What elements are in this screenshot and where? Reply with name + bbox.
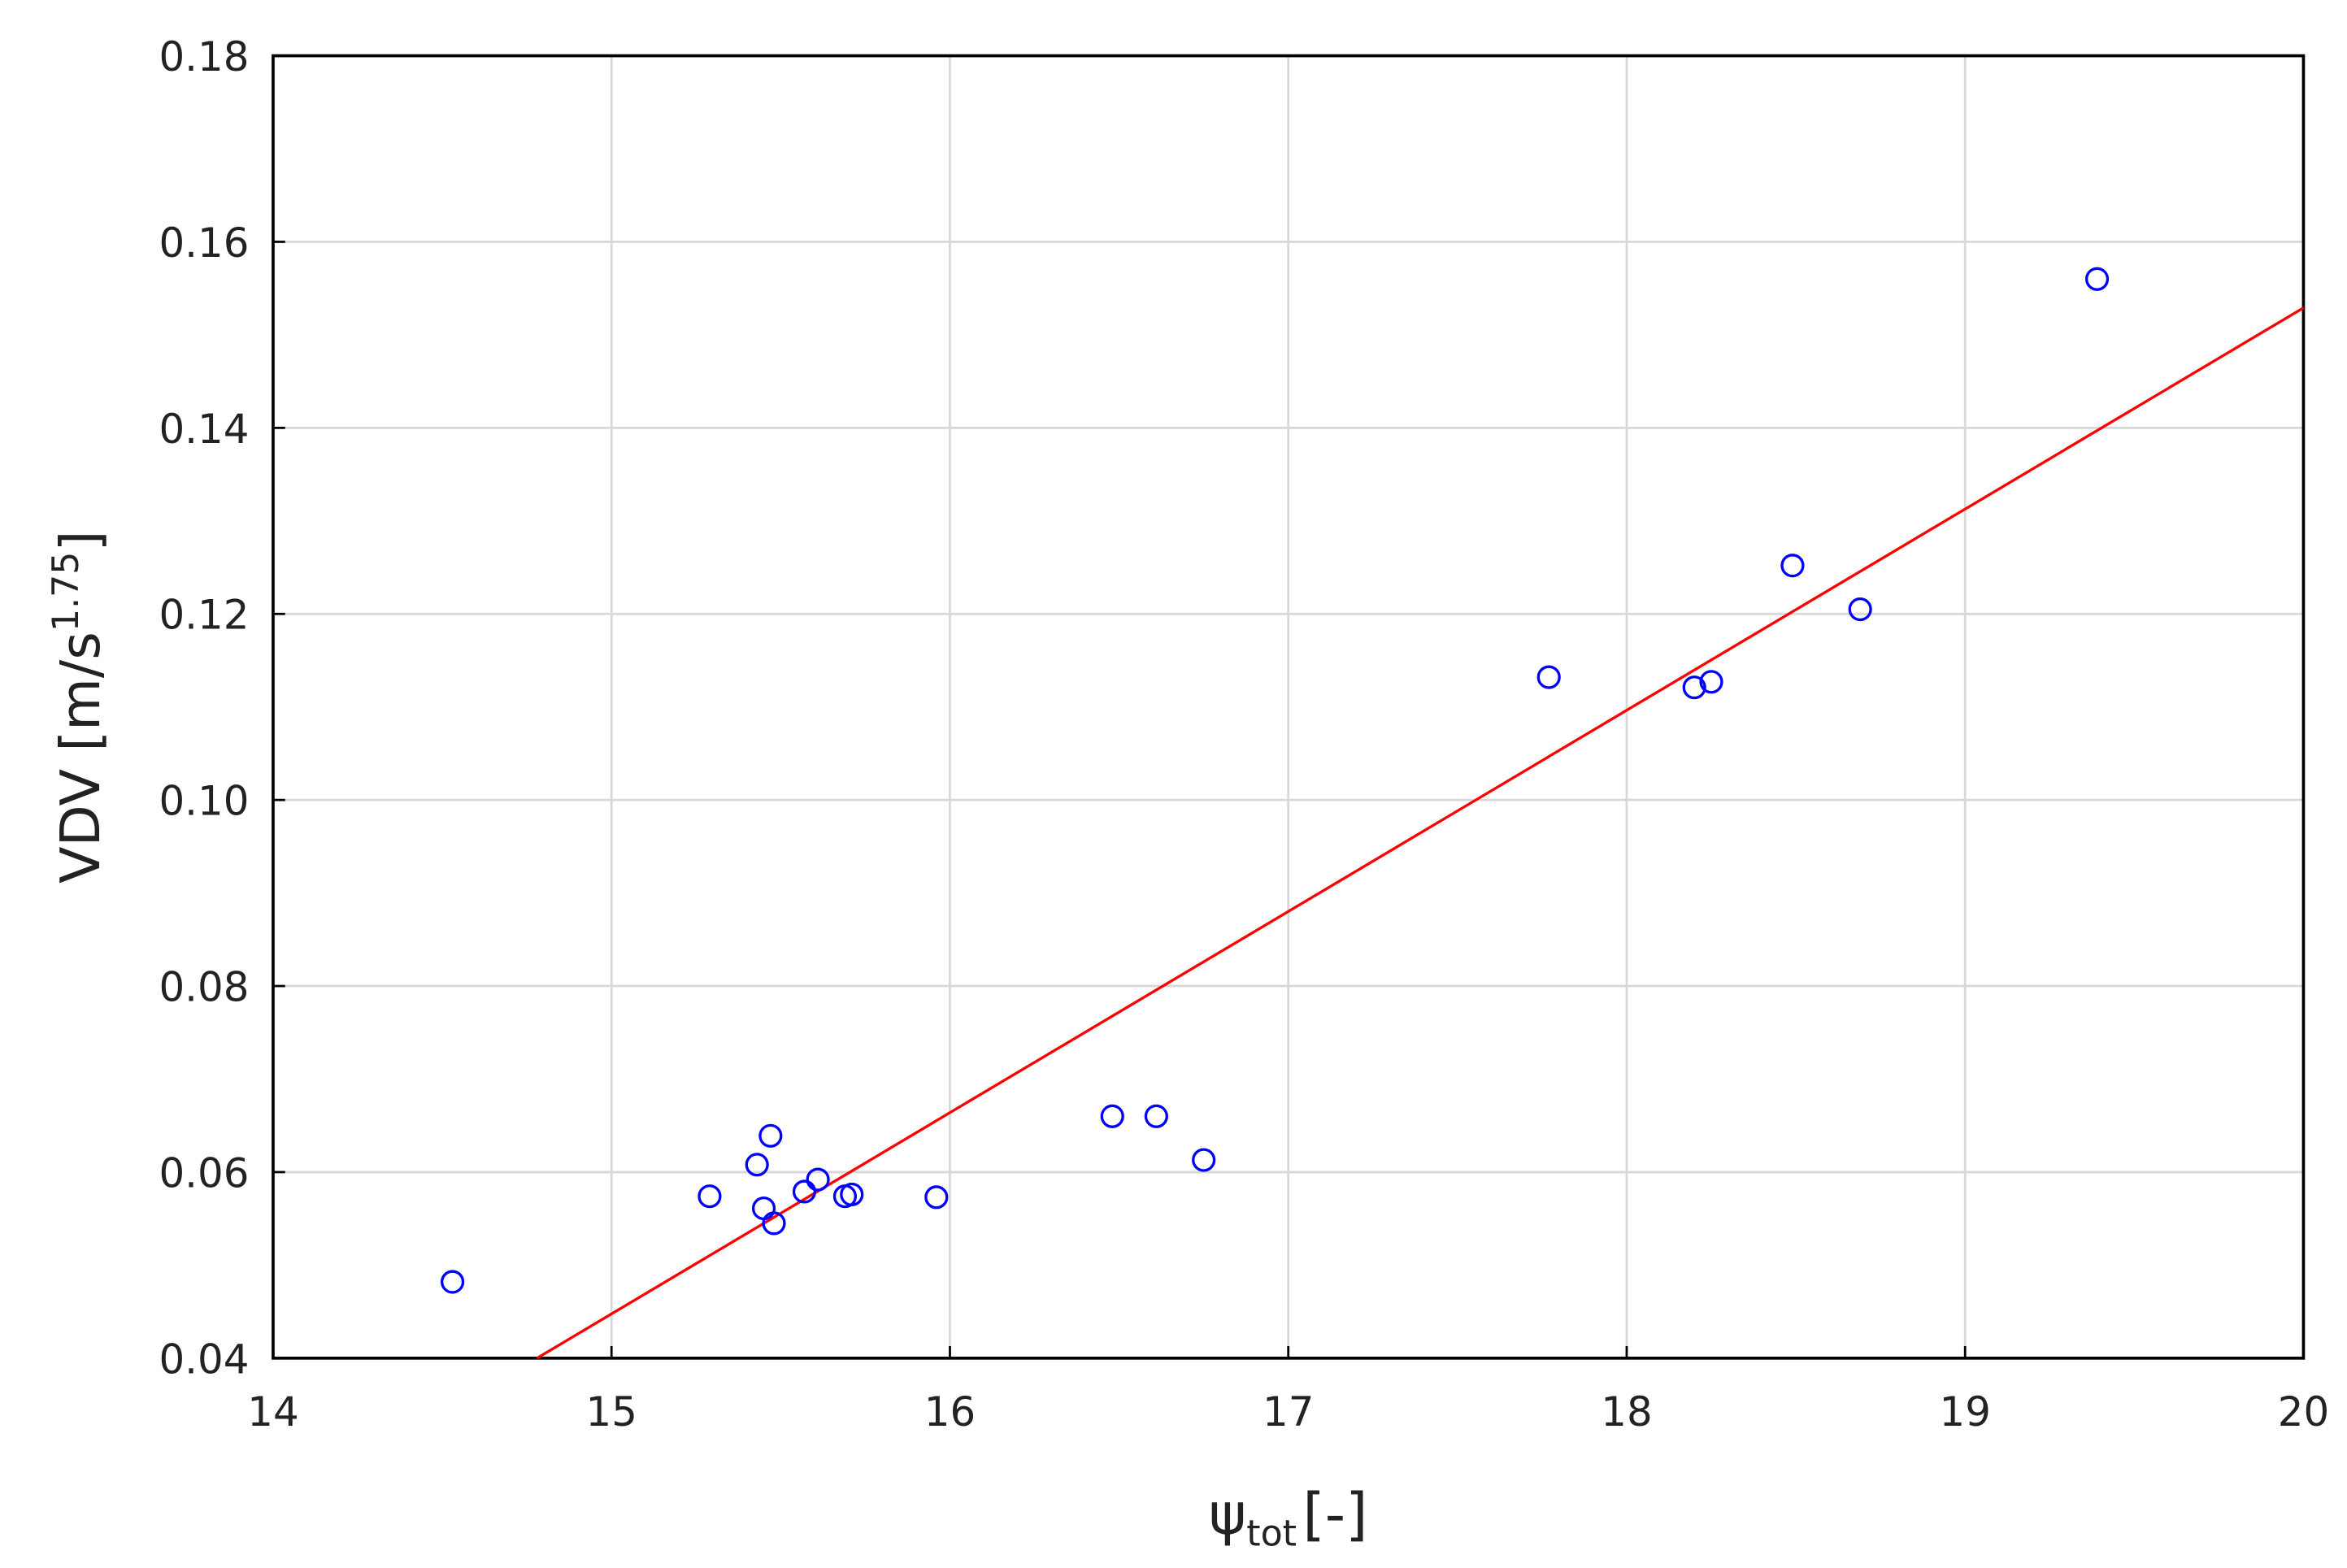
y-tick-label: 0.04 bbox=[159, 1336, 249, 1383]
data-point bbox=[745, 1153, 769, 1177]
y-tick-label: 0.12 bbox=[159, 592, 249, 639]
data-point bbox=[2084, 267, 2110, 291]
y-tick-label: 0.06 bbox=[159, 1149, 249, 1197]
y-label-superscript: 1.75 bbox=[46, 552, 87, 632]
x-label-text: ψ bbox=[1209, 1481, 1246, 1548]
y-label-text: VDV [m/s bbox=[49, 632, 112, 884]
y-tick-label: 0.16 bbox=[159, 219, 249, 267]
x-tick-label: 14 bbox=[247, 1388, 298, 1436]
y-label-suffix: ] bbox=[49, 531, 112, 552]
y-tick-label: 0.10 bbox=[159, 778, 249, 825]
data-point bbox=[1780, 554, 1805, 578]
y-tick-label: 0.14 bbox=[159, 406, 249, 453]
x-label-suffix: [-] bbox=[1302, 1481, 1367, 1548]
data-point bbox=[1536, 665, 1561, 689]
data-point bbox=[751, 1196, 776, 1221]
y-tick-label: 0.08 bbox=[159, 964, 249, 1011]
data-point bbox=[1848, 597, 1872, 622]
x-tick-label: 20 bbox=[2278, 1388, 2329, 1436]
y-axis-label: VDV [m/s1.75] bbox=[46, 531, 112, 884]
data-point bbox=[440, 1270, 465, 1294]
x-tick-label: 19 bbox=[1940, 1388, 1991, 1436]
x-tick-label: 15 bbox=[586, 1388, 637, 1436]
data-point bbox=[792, 1179, 817, 1204]
data-point bbox=[762, 1211, 786, 1236]
y-tick-label: 0.18 bbox=[159, 33, 249, 80]
data-point bbox=[1144, 1104, 1168, 1128]
x-label-subscript: tot bbox=[1246, 1514, 1297, 1555]
x-tick-label: 17 bbox=[1263, 1388, 1314, 1436]
data-point bbox=[1100, 1104, 1124, 1128]
data-point bbox=[1699, 670, 1723, 694]
data-point bbox=[758, 1123, 783, 1148]
data-point bbox=[924, 1185, 949, 1210]
x-tick-label: 18 bbox=[1601, 1388, 1652, 1436]
data-point bbox=[840, 1182, 864, 1206]
plot-frame bbox=[272, 54, 2306, 1360]
data-point bbox=[806, 1167, 830, 1192]
x-axis-label: ψtot [-] bbox=[1209, 1481, 1368, 1555]
data-point bbox=[1682, 675, 1706, 700]
data-point bbox=[698, 1184, 722, 1209]
data-point bbox=[1192, 1148, 1216, 1172]
x-tick-label: 16 bbox=[924, 1388, 976, 1436]
fit-line bbox=[536, 306, 2305, 1360]
